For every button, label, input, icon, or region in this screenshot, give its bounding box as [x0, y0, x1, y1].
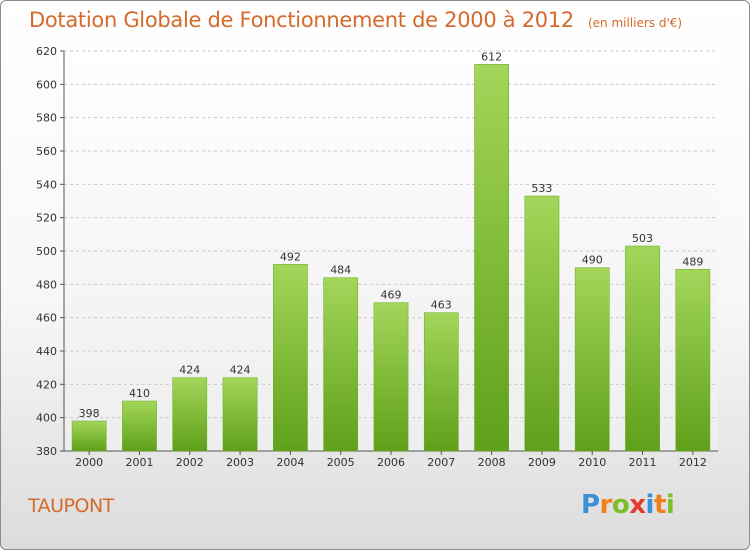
logo-letter: P: [581, 490, 600, 520]
bar-2003: [222, 377, 258, 452]
x-tick-label-2005: 2005: [327, 456, 355, 469]
x-tick-label-2007: 2007: [427, 456, 455, 469]
value-label-2002: 424: [179, 364, 200, 377]
bar-2000: [71, 420, 107, 452]
logo-letter: t: [653, 490, 666, 520]
bar-2010: [574, 267, 610, 452]
y-tick-label: 600: [36, 78, 57, 91]
x-tick-label-2002: 2002: [176, 456, 204, 469]
bar-2002: [172, 377, 208, 452]
bar-2007: [423, 312, 459, 452]
x-tick-label-2000: 2000: [75, 456, 103, 469]
x-tick-label-2012: 2012: [679, 456, 707, 469]
y-tick-label: 420: [36, 378, 57, 391]
value-label-2001: 410: [129, 387, 150, 400]
logo-letter: o: [611, 490, 630, 520]
y-tick-label: 480: [36, 278, 57, 291]
x-tick-label-2008: 2008: [478, 456, 506, 469]
value-label-2011: 503: [632, 232, 653, 245]
value-label-2005: 484: [330, 264, 351, 277]
bar-2011: [625, 245, 660, 452]
chart-title: Dotation Globale de Fonctionnement de 20…: [29, 8, 682, 32]
y-tick-label: 560: [36, 145, 57, 158]
y-tick-label: 500: [36, 245, 57, 258]
y-tick-label: 520: [36, 212, 57, 225]
y-tick-label: 620: [36, 45, 57, 58]
bar-2005: [323, 277, 359, 452]
chart-title-text: Dotation Globale de Fonctionnement de 20…: [29, 8, 574, 32]
value-label-2006: 469: [381, 289, 402, 302]
bar-2008: [474, 64, 509, 452]
commune-name: TAUPONT: [28, 495, 114, 517]
value-label-2008: 612: [481, 50, 502, 63]
value-label-2009: 533: [531, 182, 552, 195]
proxiti-logo: Proxiti: [581, 490, 675, 520]
y-tick-label: 580: [36, 112, 57, 125]
bar-2004: [273, 264, 308, 452]
y-tick-label: 440: [36, 345, 57, 358]
y-tick-label: 400: [36, 412, 57, 425]
x-tick-label-2010: 2010: [578, 456, 606, 469]
value-label-2012: 489: [682, 255, 703, 268]
bar-2006: [373, 302, 409, 452]
bar-2001: [122, 400, 157, 452]
x-tick-label-2009: 2009: [528, 456, 556, 469]
logo-letter: r: [599, 490, 613, 520]
value-label-2007: 463: [431, 299, 452, 312]
bar-2009: [524, 195, 560, 452]
x-tick-label-2003: 2003: [226, 456, 254, 469]
logo-letter: x: [629, 490, 646, 520]
bar-2012: [675, 269, 711, 452]
logo-letter: i: [645, 490, 655, 520]
y-tick-label: 540: [36, 178, 57, 191]
logo-letter: i: [665, 490, 675, 520]
y-tick-label: 460: [36, 312, 57, 325]
y-tick-label: 380: [36, 445, 57, 458]
x-tick-label-2006: 2006: [377, 456, 405, 469]
value-label-2003: 424: [230, 364, 251, 377]
x-tick-label-2011: 2011: [629, 456, 657, 469]
value-label-2004: 492: [280, 250, 301, 263]
chart-unit: (en milliers d'€): [587, 16, 683, 30]
x-tick-label-2001: 2001: [125, 456, 153, 469]
value-label-2010: 490: [582, 254, 603, 267]
x-tick-label-2004: 2004: [276, 456, 304, 469]
value-label-2000: 398: [79, 407, 100, 420]
